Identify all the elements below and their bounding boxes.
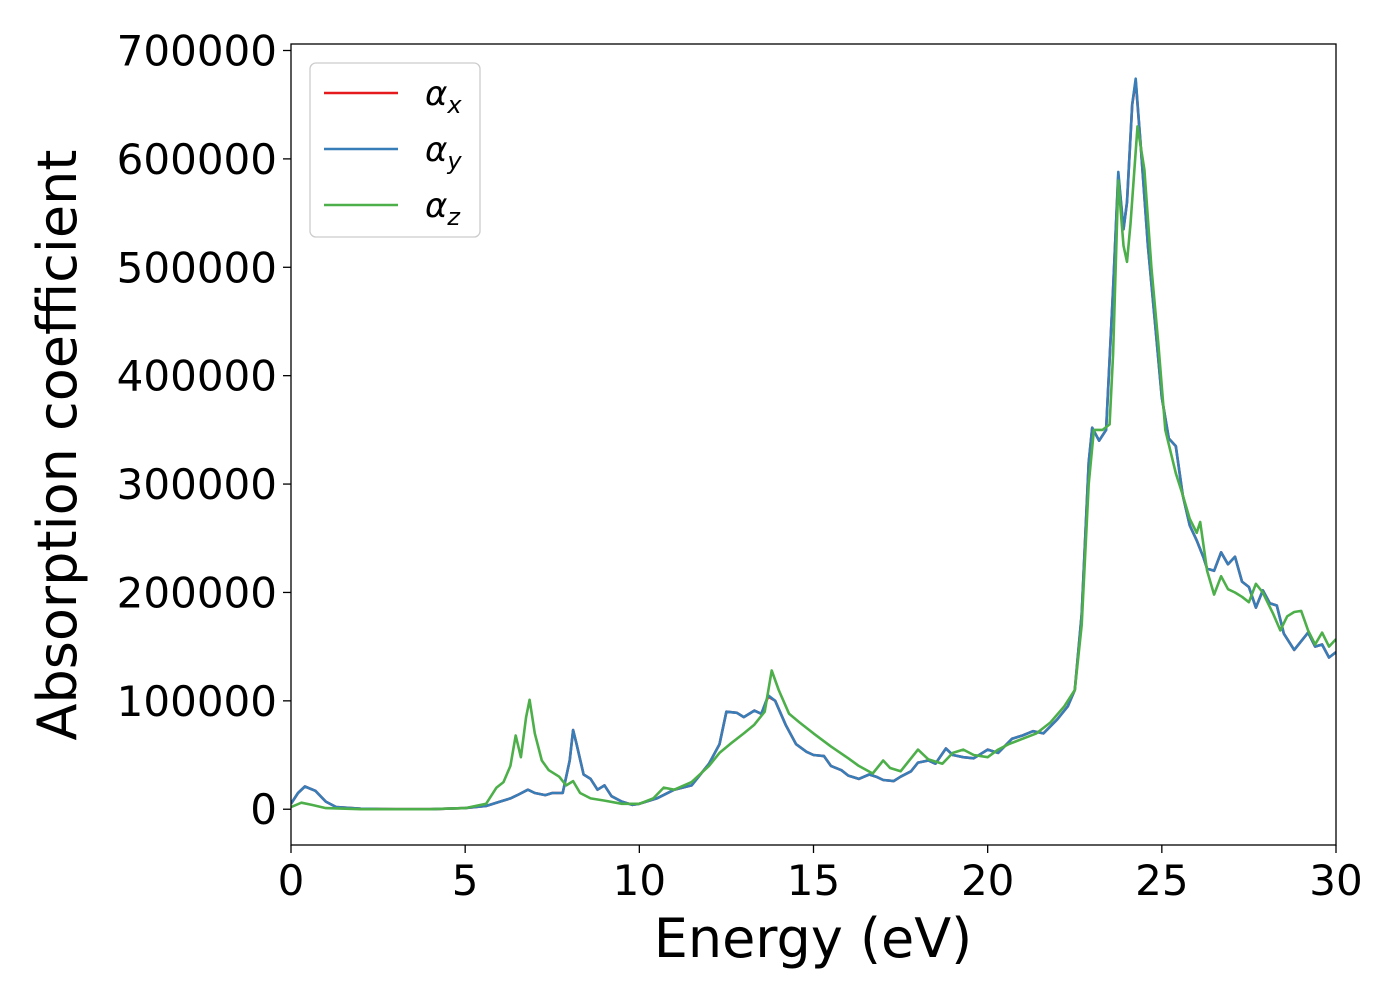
x-tick-label: 10 [613, 856, 666, 905]
x-tick-label: 30 [1309, 856, 1362, 905]
x-axis-title: Energy (eV) [654, 907, 973, 970]
x-tick-label: 25 [1135, 856, 1188, 905]
legend-label-z: αz [425, 186, 461, 231]
y-tick-label: 400000 [117, 352, 277, 401]
y-tick-label: 100000 [117, 677, 277, 726]
y-axis: 0 100000 200000 300000 400000 500000 600000 700… [117, 27, 291, 834]
y-tick-label: 0 [250, 785, 277, 834]
x-axis: 0 5 10 15 20 25 30 [278, 845, 1363, 905]
y-tick-label: 200000 [117, 568, 277, 617]
legend: αx αy αz [309, 62, 481, 238]
y-tick-label: 700000 [117, 27, 277, 76]
y-tick-label: 500000 [117, 243, 277, 292]
x-tick-label: 15 [787, 856, 840, 905]
series-line-z [291, 125, 1336, 811]
y-tick-label: 600000 [117, 135, 277, 184]
x-tick-label: 5 [452, 856, 479, 905]
legend-label-x: αx [425, 74, 462, 119]
series-layer [291, 77, 1336, 811]
x-tick-label: 20 [961, 856, 1014, 905]
y-tick-label: 300000 [117, 460, 277, 509]
x-tick-label: 0 [278, 856, 305, 905]
y-axis-title: Absorption coefficient [26, 150, 89, 741]
legend-label-y: αy [425, 130, 462, 175]
